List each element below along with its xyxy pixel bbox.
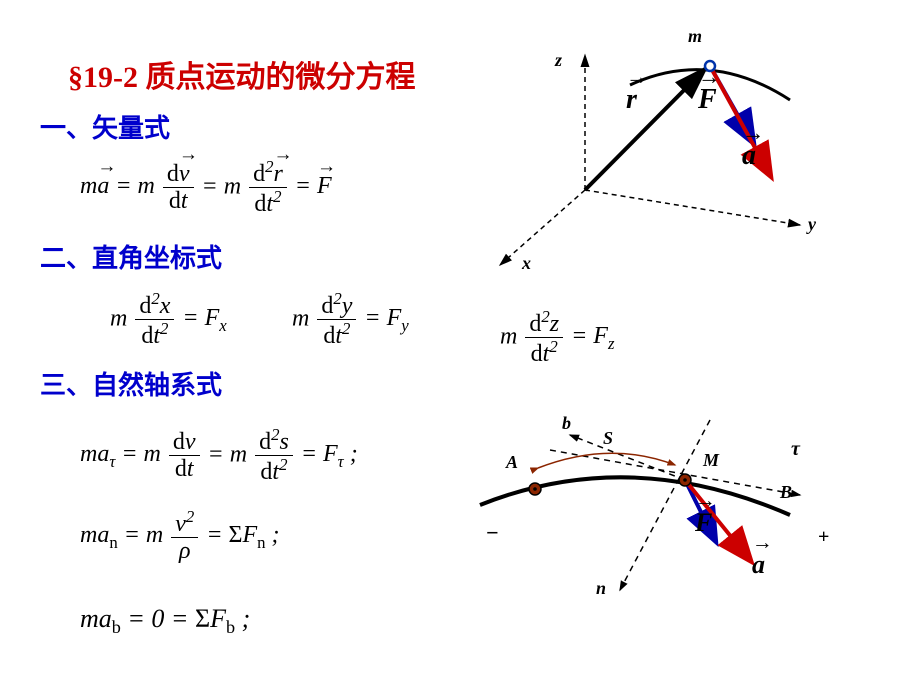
heading-3: 三、自然轴系式 — [40, 365, 222, 402]
label-a-vec-2: a — [752, 550, 765, 580]
label-M: M — [703, 450, 719, 471]
label-m: m — [688, 26, 702, 47]
diagram-bottom — [450, 400, 870, 620]
label-r-vec: r — [626, 84, 637, 116]
eq-natural-tau: maτ = m dv dt = m d2s dt2 = Fτ ; — [80, 426, 358, 486]
label-F-vec: F — [698, 84, 717, 116]
label-a-vec: a — [742, 140, 756, 172]
label-S: S — [603, 428, 613, 449]
label-n: n — [596, 578, 606, 599]
eq-rect-z: m d2z dt2 = Fz — [500, 308, 614, 368]
eq-natural-b: mab = 0 = ΣFb ; — [80, 604, 250, 638]
heading-1: 一、矢量式 — [40, 108, 170, 145]
eq-vector-form: ma = m dv dt = m d2r dt2 = F — [80, 158, 332, 218]
label-minus: − — [486, 520, 499, 546]
label-x: x — [522, 253, 531, 274]
label-plus: + — [818, 526, 829, 549]
section-title: §19-2 质点运动的微分方程 — [68, 52, 416, 96]
heading-2: 二、直角坐标式 — [40, 238, 222, 275]
label-b: b — [562, 413, 571, 434]
eq-rect-y: m d2y dt2 = Fy — [292, 290, 409, 350]
diagram-top — [470, 30, 870, 290]
eq-rect-x: m d2x dt2 = Fx — [110, 290, 227, 350]
label-A: A — [506, 452, 518, 473]
eq-natural-n: man = m v2 ρ = ΣFn ; — [80, 508, 280, 565]
label-F-vec-2: F — [695, 508, 712, 538]
label-B: B — [780, 482, 792, 503]
label-y: y — [808, 214, 816, 235]
label-z: z — [555, 50, 562, 71]
label-tau: τ — [791, 438, 800, 461]
